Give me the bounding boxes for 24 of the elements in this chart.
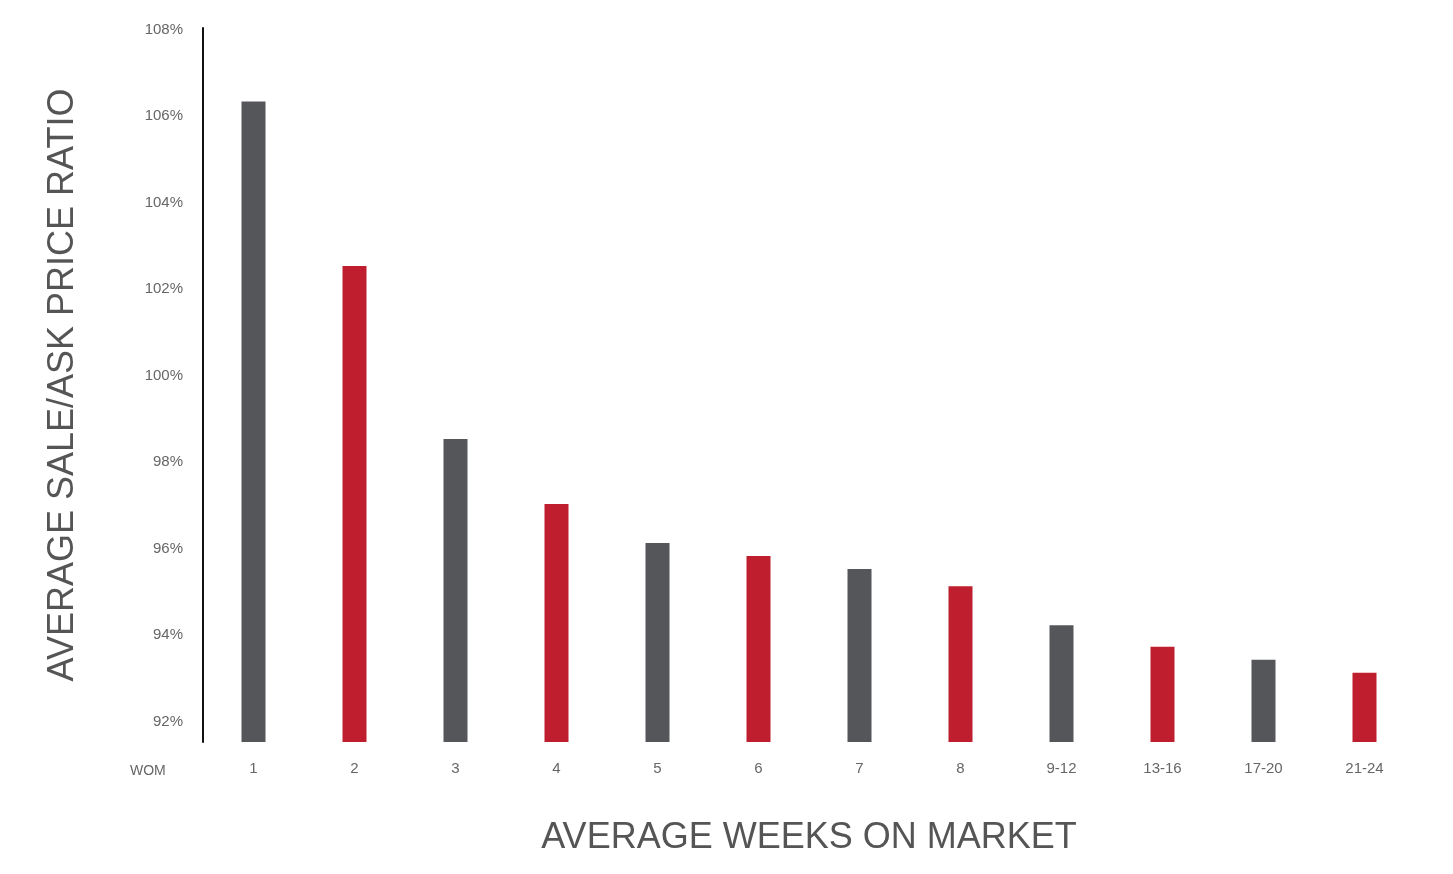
y-tick-label: 94% <box>152 625 183 643</box>
x-tick-label: 7 <box>855 759 864 776</box>
x-tick-label: 4 <box>552 759 561 776</box>
y-tick-label: 98% <box>152 452 183 470</box>
x-tick-label: 9-12 <box>1046 759 1077 776</box>
x-axis-title: AVERAGE WEEKS ON MARKET <box>541 814 1077 856</box>
y-axis-title: AVERAGE SALE/ASK PRICE RATIO <box>39 88 81 682</box>
x-tick-label: 2 <box>350 759 359 776</box>
x-tick-label: 17-20 <box>1244 759 1283 776</box>
x-tick-label: 3 <box>451 759 460 776</box>
y-tick-label: 100% <box>144 365 183 383</box>
x-tick-label: 5 <box>653 759 662 776</box>
y-tick-label: 102% <box>144 279 183 297</box>
x-tick-label: 13-16 <box>1143 759 1182 776</box>
x-tick-label: 6 <box>754 759 763 776</box>
text: WOM <box>130 762 166 778</box>
y-tick-label: 96% <box>152 538 183 556</box>
y-tick-label: 106% <box>144 106 183 124</box>
y-tick-label: 104% <box>144 192 183 210</box>
x-tick-label: 1 <box>249 759 258 776</box>
x-tick-label: 8 <box>956 759 965 776</box>
y-tick-label: 108% <box>144 19 183 37</box>
x-tick-label: 21-24 <box>1345 759 1384 776</box>
y-tick-label: 92% <box>152 711 183 729</box>
